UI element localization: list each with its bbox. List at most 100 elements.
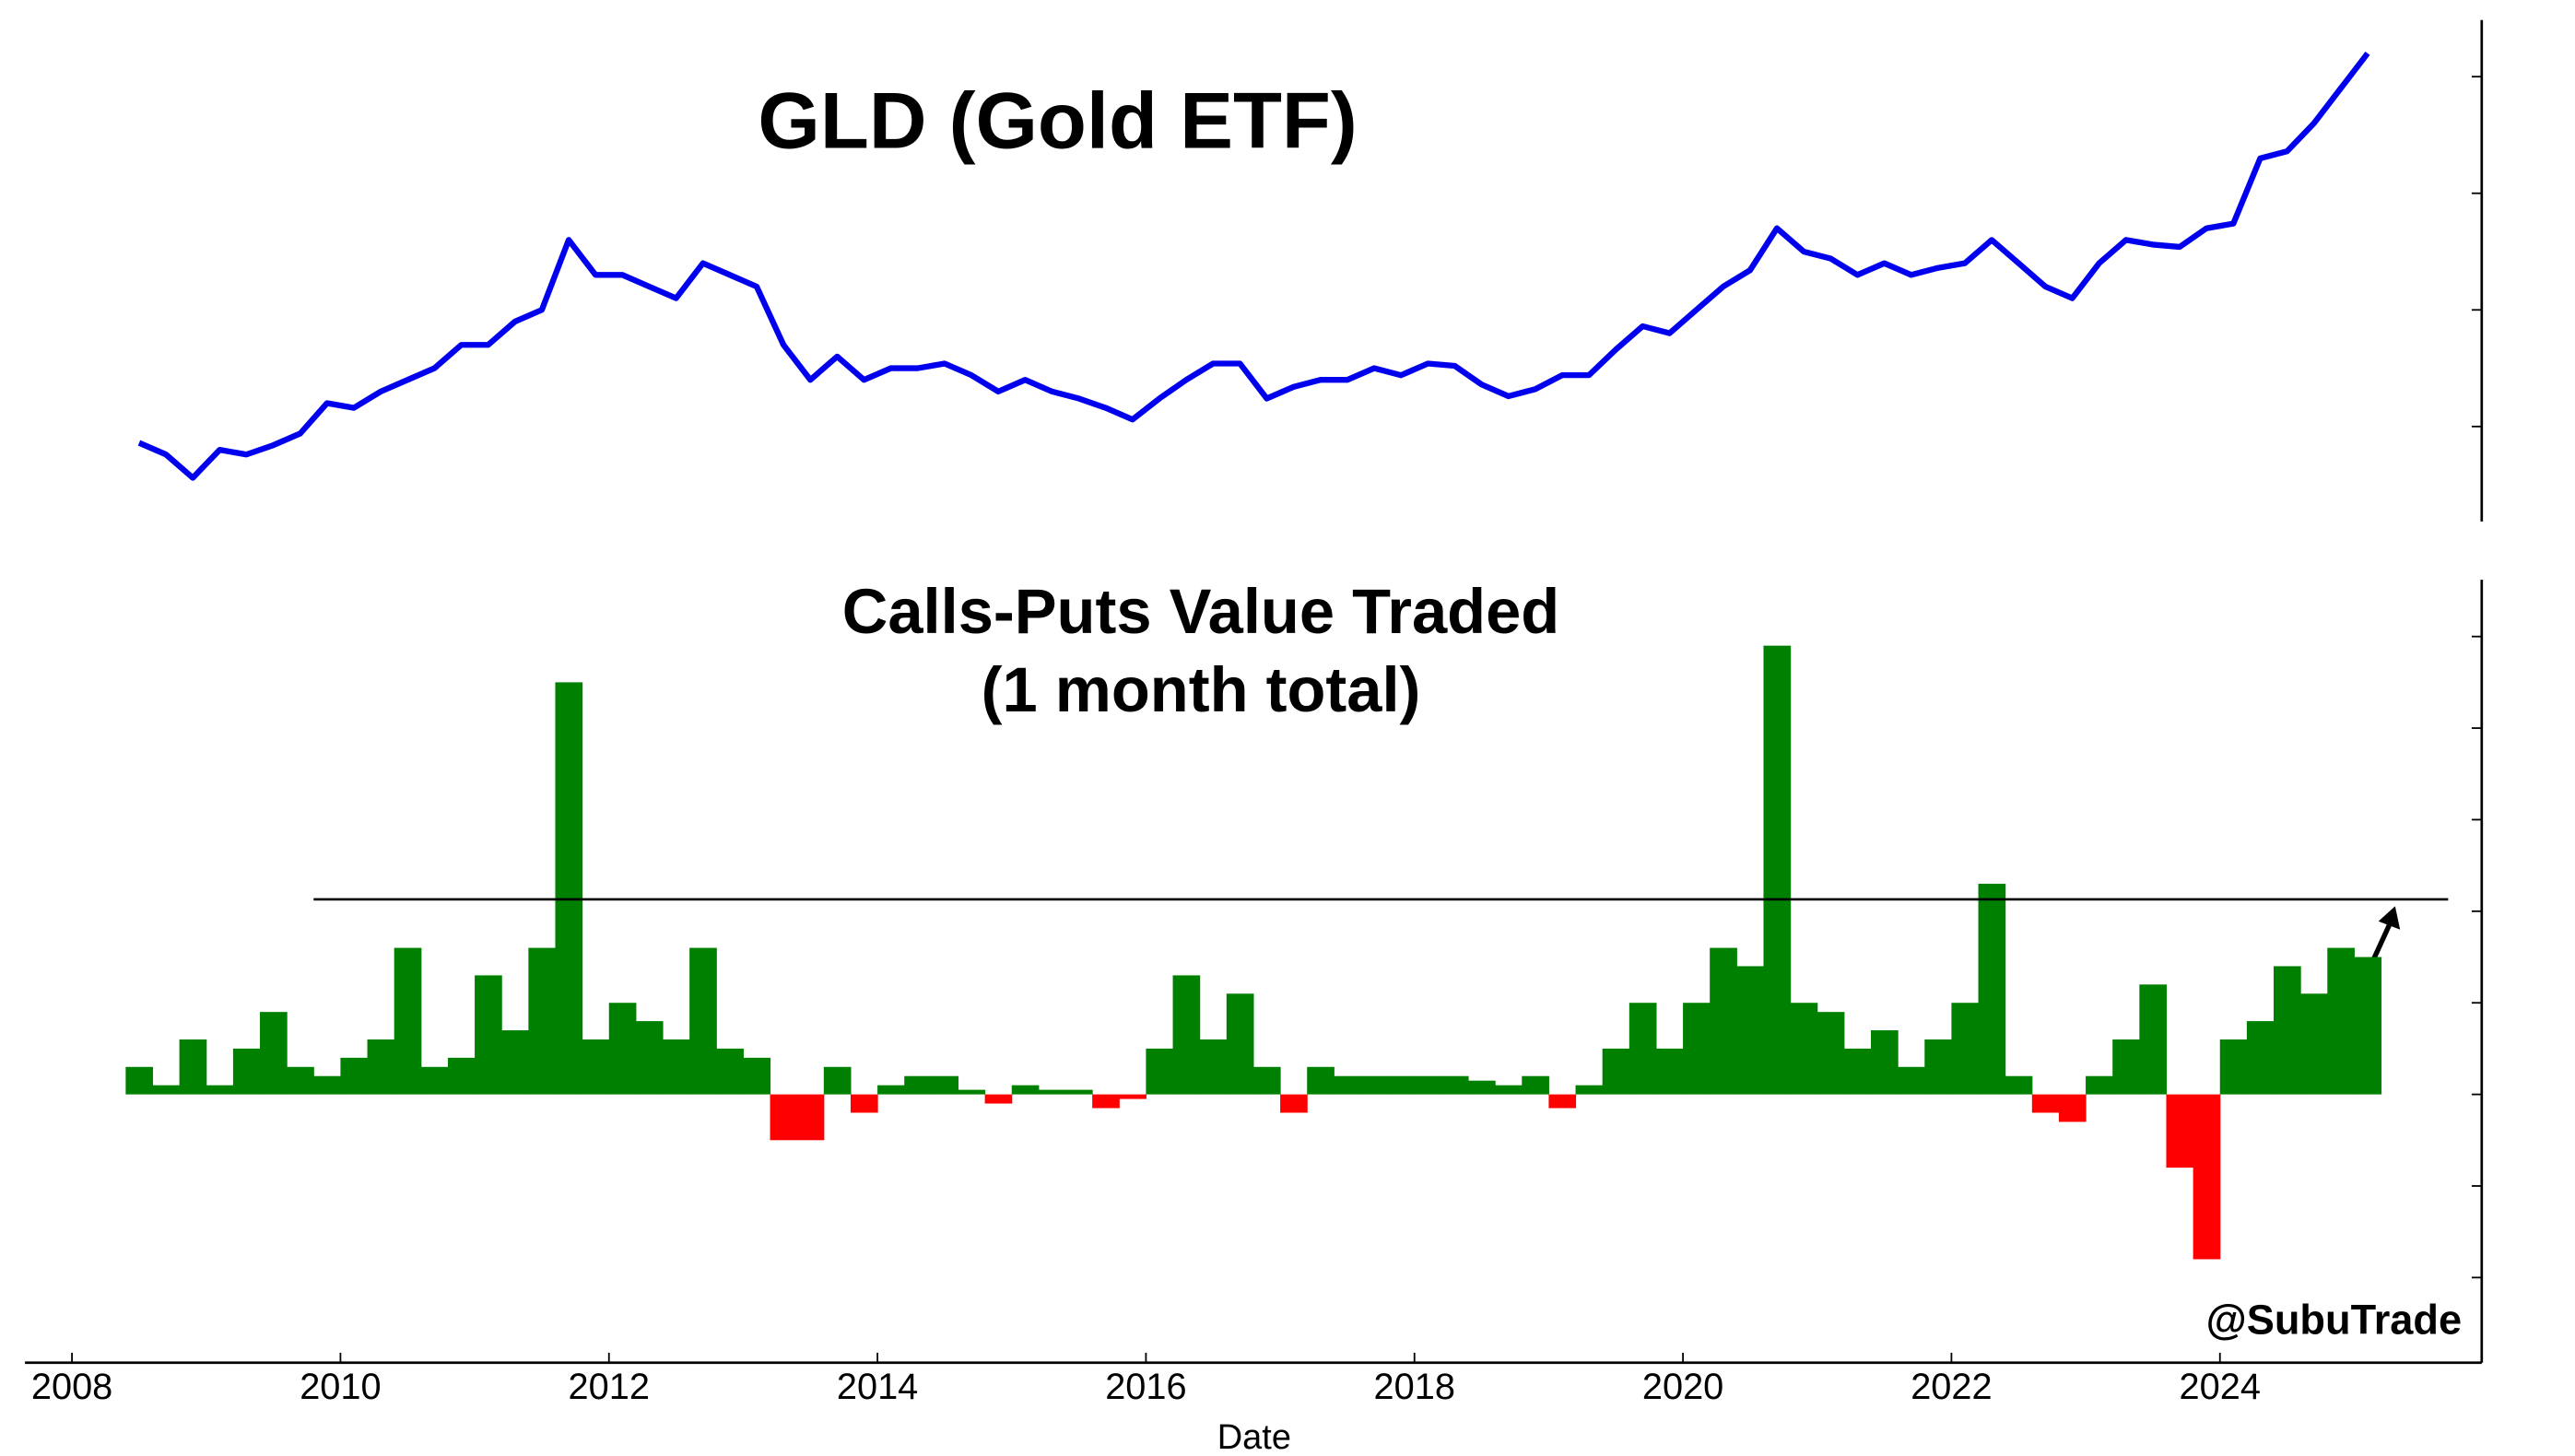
flow-bar bbox=[663, 1039, 690, 1095]
x-tick-label: 2024 bbox=[2180, 1367, 2261, 1407]
flow-bar bbox=[1790, 1003, 1818, 1095]
flow-bar bbox=[2058, 1094, 2087, 1122]
flow-bar bbox=[1710, 947, 1737, 1095]
flow-bar bbox=[1871, 1030, 1899, 1095]
flow-bar bbox=[2193, 1094, 2221, 1260]
annotation: @SubuTrade bbox=[2206, 1296, 2462, 1343]
flow-bar bbox=[1924, 1039, 1952, 1095]
flow-bar bbox=[1280, 1094, 1308, 1113]
flow-bar bbox=[1092, 1094, 1120, 1109]
flow-bar bbox=[367, 1039, 395, 1095]
flow-bar bbox=[2219, 1039, 2248, 1095]
flow-bar bbox=[420, 1066, 449, 1095]
bottom-subtitle: (1 month total) bbox=[982, 654, 1421, 725]
arrow-head bbox=[2378, 906, 2401, 930]
flow-bar bbox=[287, 1066, 314, 1095]
flow-bar bbox=[1978, 884, 2006, 1095]
flow-bar bbox=[1038, 1089, 1066, 1095]
flow-bar bbox=[260, 1012, 288, 1095]
flow-bar bbox=[635, 1021, 664, 1095]
flow-bar bbox=[1951, 1003, 1980, 1095]
flow-bar bbox=[2300, 993, 2328, 1095]
flow-bar bbox=[501, 1030, 529, 1095]
flow-bar bbox=[1602, 1048, 1630, 1095]
arrow-shaft bbox=[2370, 918, 2394, 961]
x-tick-label: 2020 bbox=[1642, 1367, 1723, 1407]
flow-bar bbox=[743, 1057, 771, 1095]
flow-bar bbox=[1119, 1094, 1146, 1099]
flow-bar bbox=[1414, 1075, 1442, 1095]
flow-bar bbox=[447, 1057, 476, 1095]
x-tick-label: 2008 bbox=[31, 1367, 112, 1407]
flow-bar bbox=[823, 1066, 852, 1095]
flow-bar bbox=[1628, 1003, 1657, 1095]
flow-bar bbox=[1146, 1048, 1174, 1095]
x-tick-label: 2014 bbox=[837, 1367, 918, 1407]
flow-bar bbox=[179, 1039, 207, 1095]
flow-bar bbox=[877, 1085, 905, 1095]
flow-bar bbox=[689, 947, 717, 1095]
flow-bar bbox=[1736, 966, 1765, 1095]
flow-bar bbox=[2112, 1039, 2140, 1095]
flow-bar bbox=[2354, 957, 2382, 1095]
flow-bar bbox=[958, 1089, 986, 1095]
flow-bar bbox=[904, 1075, 932, 1095]
flow-bar bbox=[125, 1066, 154, 1095]
price-line bbox=[137, 51, 2370, 481]
flow-bar bbox=[1655, 1048, 1684, 1095]
flow-bar bbox=[555, 682, 583, 1095]
flow-bar bbox=[1468, 1080, 1496, 1095]
flow-bar bbox=[1683, 1003, 1711, 1095]
flow-bar bbox=[394, 947, 422, 1095]
flow-bar bbox=[1522, 1075, 1549, 1095]
flow-bar bbox=[1334, 1075, 1362, 1095]
flow-bar bbox=[1065, 1089, 1093, 1095]
flow-bar bbox=[1548, 1094, 1577, 1109]
x-tick-label: 2012 bbox=[569, 1367, 650, 1407]
flow-bar bbox=[232, 1048, 261, 1095]
flow-bar bbox=[984, 1094, 1013, 1104]
flow-bar bbox=[608, 1003, 637, 1095]
flow-bar bbox=[1440, 1075, 1469, 1095]
flow-bar bbox=[2274, 966, 2301, 1095]
flow-bar bbox=[2086, 1075, 2113, 1095]
flow-bar bbox=[2139, 984, 2168, 1095]
flow-bar bbox=[2031, 1094, 2060, 1113]
flow-bar bbox=[2166, 1094, 2194, 1168]
flow-bar bbox=[313, 1075, 341, 1095]
flow-bar bbox=[770, 1094, 798, 1141]
x-tick-label: 2018 bbox=[1374, 1367, 1455, 1407]
flow-bar bbox=[1495, 1085, 1523, 1095]
flow-bar bbox=[340, 1057, 369, 1095]
flow-bar bbox=[2005, 1075, 2033, 1095]
flow-bar bbox=[2246, 1021, 2275, 1095]
flow-bar bbox=[1011, 1085, 1040, 1095]
flow-bar bbox=[1843, 1048, 1872, 1095]
flow-bar bbox=[1199, 1039, 1228, 1095]
flow-bar bbox=[1817, 1012, 1845, 1095]
flow-bar bbox=[152, 1085, 181, 1095]
flow-bar bbox=[1307, 1066, 1335, 1095]
flow-bar bbox=[206, 1085, 234, 1095]
flow-bar bbox=[2327, 947, 2355, 1095]
flow-bar bbox=[1763, 645, 1792, 1095]
flow-bar bbox=[931, 1075, 959, 1095]
flow-bar bbox=[582, 1039, 610, 1095]
flow-bar bbox=[716, 1048, 744, 1095]
top-title: GLD (Gold ETF) bbox=[758, 76, 1357, 165]
flow-bar bbox=[1172, 975, 1201, 1095]
flow-bar bbox=[528, 947, 557, 1095]
x-tick-label: 2010 bbox=[300, 1367, 381, 1407]
x-tick-label: 2022 bbox=[1911, 1367, 1992, 1407]
flow-bar bbox=[1360, 1075, 1389, 1095]
flow-bar bbox=[1226, 993, 1254, 1095]
flow-bar bbox=[1387, 1075, 1416, 1095]
flow-bar bbox=[1898, 1066, 1925, 1095]
flow-bar bbox=[850, 1094, 878, 1113]
flow-bar bbox=[796, 1094, 825, 1141]
bottom-title: Calls-Puts Value Traded bbox=[842, 576, 1559, 647]
flow-bar bbox=[1252, 1066, 1281, 1095]
x-axis-label: Date bbox=[1217, 1418, 1291, 1456]
